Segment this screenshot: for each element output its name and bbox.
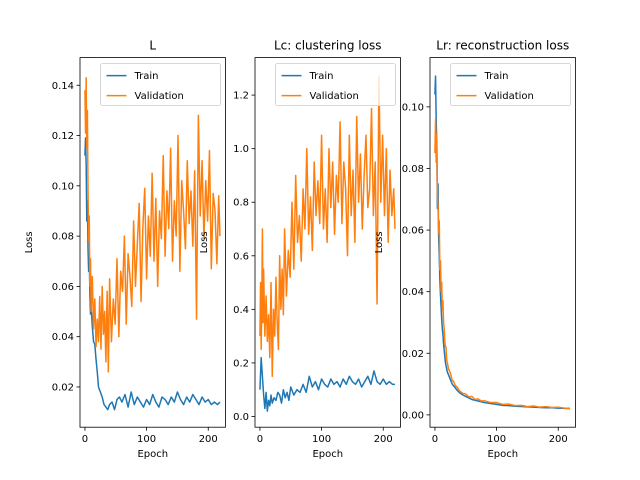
y-tick-label: 0.08 xyxy=(52,232,74,243)
series-line-train xyxy=(434,75,570,410)
x-tick-label: 100 xyxy=(137,434,156,445)
legend: Train Validation xyxy=(100,63,221,106)
y-axis-label: Loss xyxy=(374,231,385,253)
axes-frame xyxy=(79,57,226,428)
y-axis-label: Loss xyxy=(199,231,210,253)
y-tick-label: 1.2 xyxy=(233,91,249,102)
series-line-validation xyxy=(259,75,396,378)
y-tick-label: 0.02 xyxy=(52,382,74,393)
series-line-validation xyxy=(84,76,221,373)
y-tick-label: 0.4 xyxy=(233,305,249,316)
x-tick-label: 200 xyxy=(374,434,393,445)
y-tick-label: 0.10 xyxy=(52,181,74,192)
y-tick-label: 0.04 xyxy=(52,332,74,343)
legend-label-train: Train xyxy=(134,71,159,82)
legend-box xyxy=(100,63,221,106)
subplot-title: L xyxy=(149,39,156,53)
subplot-1: 0 100 200 0.02 0.04 0.06 0.08 0.10 0.12 0.14 L Epoc… xyxy=(24,39,226,460)
y-tick-label: 0.04 xyxy=(402,287,424,298)
legend-label-validation: Validation xyxy=(485,91,534,102)
subplots: 0 100 200 0.02 0.04 0.06 0.08 0.10 0.12 0.14 L Epoc… xyxy=(24,39,576,460)
legend-label-train: Train xyxy=(484,71,509,82)
x-tick-label: 100 xyxy=(312,434,331,445)
legend-box xyxy=(450,63,571,106)
y-tick-label: 0.12 xyxy=(52,131,74,142)
subplot-2: 0 100 200 0.0 0.2 0.4 0.6 0.8 1.0 1.2 Lc: clusteri… xyxy=(199,39,401,460)
x-tick-label: 100 xyxy=(487,434,506,445)
y-tick-label: 0.06 xyxy=(52,282,74,293)
y-tick-label: 0.10 xyxy=(402,102,424,113)
legend-label-validation: Validation xyxy=(310,91,359,102)
x-tick-label: 0 xyxy=(432,434,438,445)
y-tick-label: 0.08 xyxy=(402,164,424,175)
y-tick-label: 0.8 xyxy=(233,198,249,209)
legend-label-train: Train xyxy=(309,71,334,82)
x-axis-label: Epoch xyxy=(312,449,343,460)
subplot-title: Lr: reconstruction loss xyxy=(436,39,569,53)
y-tick-label: 0.00 xyxy=(402,410,424,421)
series-line-train xyxy=(259,356,395,412)
legend: Train Validation xyxy=(275,63,396,106)
axes-frame xyxy=(254,57,401,428)
x-tick-label: 0 xyxy=(257,434,263,445)
subplot-3: 0 100 200 0.00 0.02 0.04 0.06 0.08 0.10 Lr: recon… xyxy=(374,39,576,460)
x-tick-label: 200 xyxy=(549,434,568,445)
x-tick-label: 0 xyxy=(82,434,88,445)
y-tick-label: 0.2 xyxy=(233,358,249,369)
y-tick-label: 0.06 xyxy=(402,226,424,237)
y-tick-label: 0.6 xyxy=(233,251,249,262)
y-axis-label: Loss xyxy=(24,231,35,253)
x-axis-label: Epoch xyxy=(487,449,518,460)
y-tick-label: 0.0 xyxy=(233,412,249,423)
y-tick-label: 1.0 xyxy=(233,144,249,155)
subplot-title: Lc: clustering loss xyxy=(274,39,382,53)
x-axis-label: Epoch xyxy=(137,449,168,460)
legend: Train Validation xyxy=(450,63,571,106)
series-line-validation xyxy=(434,118,571,410)
y-tick-label: 0.14 xyxy=(52,81,74,92)
axes-frame xyxy=(429,57,576,428)
x-tick-label: 200 xyxy=(199,434,218,445)
legend-box xyxy=(275,63,396,106)
y-tick-label: 0.02 xyxy=(402,349,424,360)
legend-label-validation: Validation xyxy=(135,91,184,102)
